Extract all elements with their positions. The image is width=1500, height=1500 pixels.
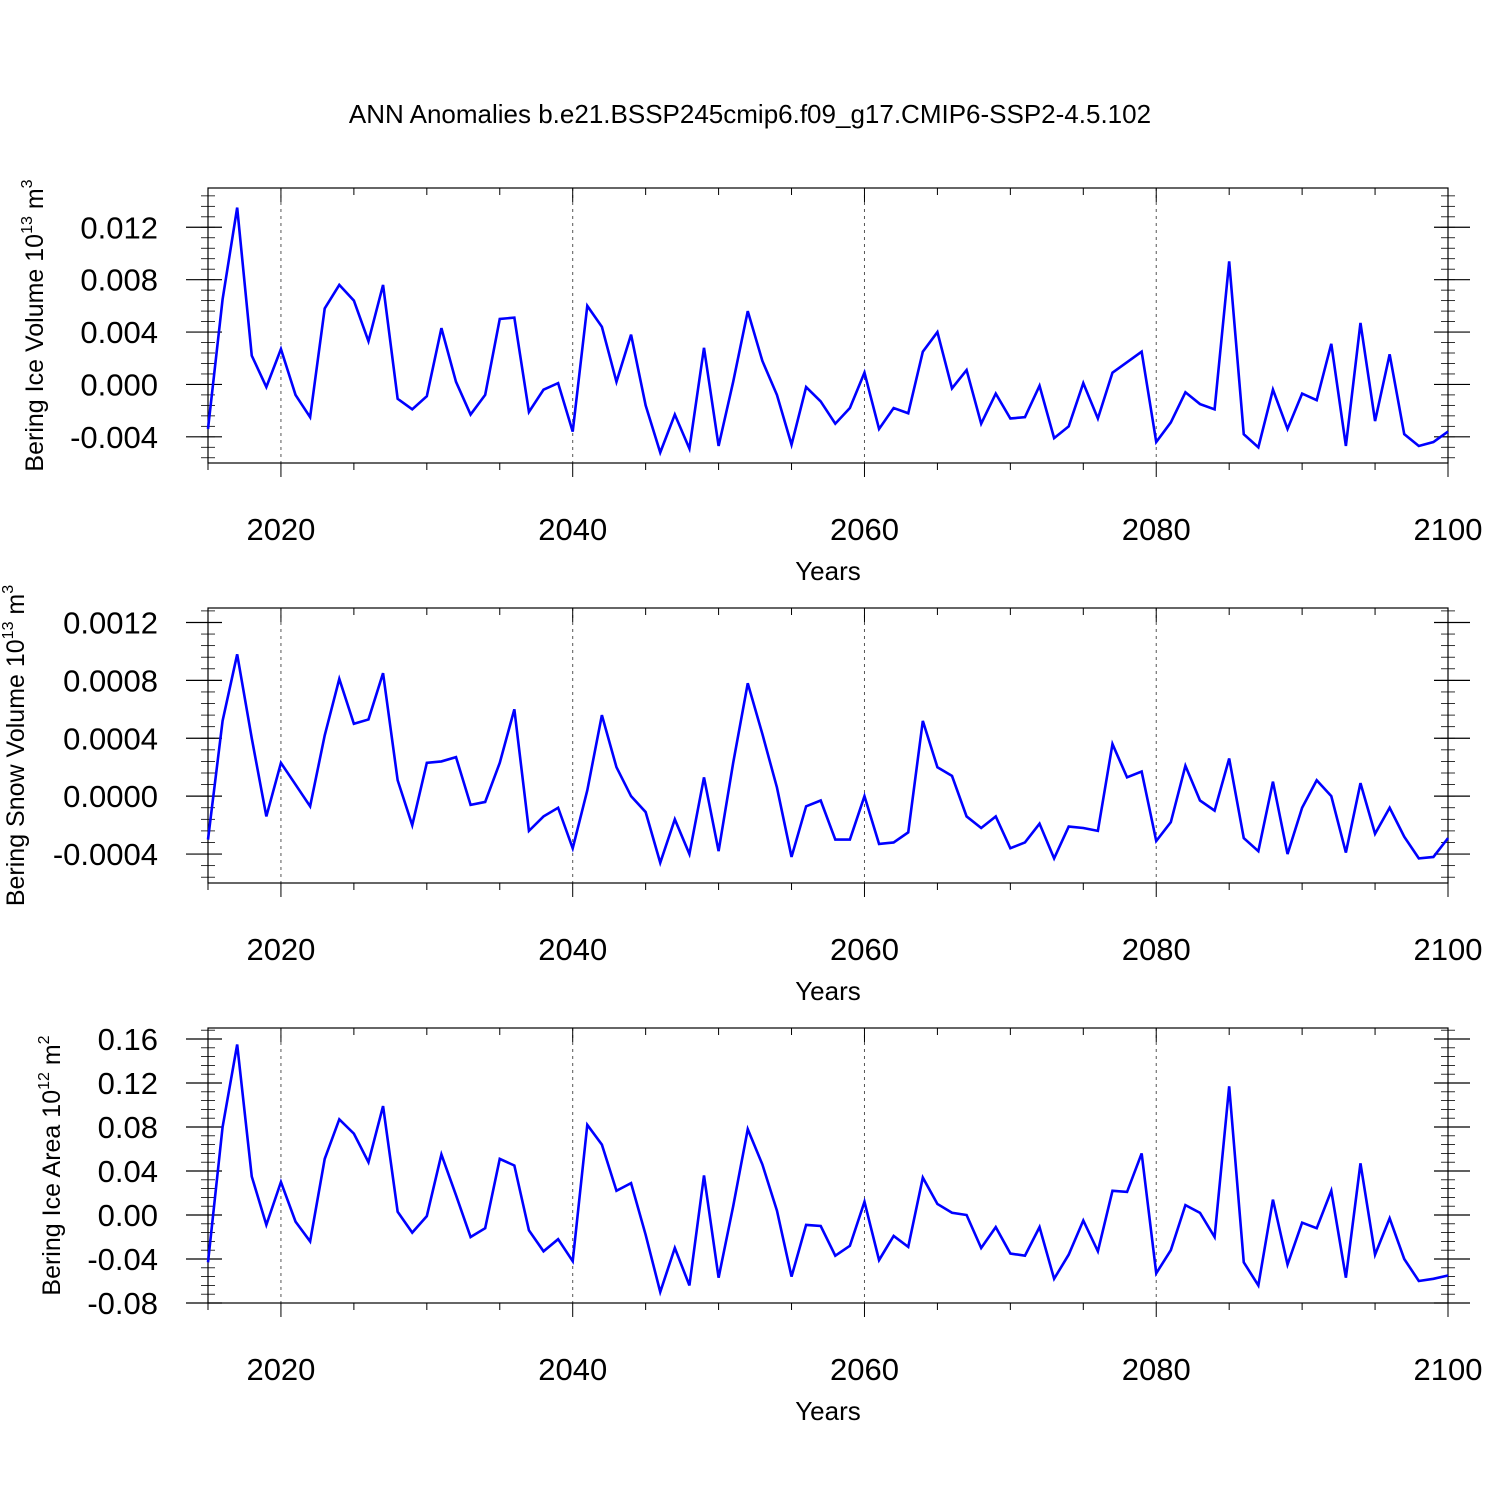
y-tick-label: 0.012 (80, 210, 158, 245)
y-axis-label: Bering Snow Volume 1013 m3 (0, 585, 30, 906)
series-line (206, 1044, 1449, 1297)
plot-frame (207, 1027, 1449, 1304)
y-tick-label: 0.12 (98, 1066, 158, 1101)
x-tick-label: 2060 (830, 512, 899, 547)
x-tick-label: 2020 (246, 512, 315, 547)
x-tick-label: 2040 (538, 1352, 607, 1387)
y-tick-label: 0.04 (98, 1154, 158, 1189)
series-line (206, 654, 1450, 868)
y-axis-label: Bering Ice Area 1012 m2 (36, 1035, 66, 1295)
x-tick-label: 2060 (830, 1352, 899, 1387)
x-tick-label: 2100 (1414, 932, 1483, 967)
y-axis-label-superscript: 13 (0, 621, 17, 639)
x-tick-label: 2020 (246, 1352, 315, 1387)
plot-frame (207, 607, 1449, 884)
x-tick-label: 2080 (1122, 512, 1191, 547)
y-axis-label-text: Bering Ice Volume 10 (21, 234, 49, 472)
y-axis-label-text: m (38, 1044, 66, 1072)
chart-panel-2: -0.0004 0.0000 0.0004 0.0008 0.0012 2020 2040 2… (0, 585, 1482, 1006)
y-tick-label: 0.0012 (63, 605, 158, 640)
y-axis-label-superscript: 2 (36, 1035, 53, 1044)
x-tick-label: 2080 (1122, 1352, 1191, 1387)
y-axis-label-text: m (21, 188, 49, 216)
y-axis-label-text: m (2, 594, 30, 622)
y-tick-label: 0.08 (98, 1110, 158, 1145)
y-tick-label: 0.0008 (63, 663, 158, 698)
series-line (206, 207, 1449, 457)
y-axis-label-superscript: 12 (36, 1072, 53, 1090)
x-axis-label: Years (795, 1396, 861, 1426)
y-axis-label-text: Bering Snow Volume 10 (2, 639, 30, 906)
x-axis-label: Years (795, 556, 861, 586)
x-tick-label: 2080 (1122, 932, 1191, 967)
x-tick-label: 2100 (1414, 512, 1483, 547)
y-tick-label: -0.0004 (53, 837, 158, 872)
y-tick-label: 0.004 (80, 315, 158, 350)
y-axis-label-superscript: 3 (0, 585, 17, 594)
x-tick-label: 2100 (1414, 1352, 1483, 1387)
y-axis-label-superscript: 3 (19, 179, 36, 188)
chart-title: ANN Anomalies b.e21.BSSP245cmip6.f09_g17… (349, 99, 1151, 129)
plot-frame (207, 187, 1449, 464)
x-tick-label: 2020 (246, 932, 315, 967)
y-tick-label: -0.08 (87, 1286, 158, 1321)
y-axis-label-superscript: 13 (19, 216, 36, 234)
y-tick-label: 0.0004 (63, 721, 158, 756)
y-tick-label: 0.0000 (63, 779, 158, 814)
y-tick-label: 0.00 (98, 1198, 158, 1233)
y-tick-label: -0.004 (70, 420, 158, 455)
chart-panel-1: -0.004 0.000 0.004 0.008 0.012 2020 2040 2060 20… (19, 179, 1482, 586)
x-axis-label: Years (795, 976, 861, 1006)
y-axis-label: Bering Ice Volume 1013 m3 (19, 179, 49, 471)
x-tick-label: 2040 (538, 932, 607, 967)
y-tick-label: 0.000 (80, 367, 158, 402)
y-axis-label-text: Bering Ice Area 10 (38, 1090, 66, 1296)
y-tick-label: -0.04 (87, 1242, 158, 1277)
x-tick-label: 2060 (830, 932, 899, 967)
y-tick-label: 0.16 (98, 1022, 158, 1057)
x-tick-label: 2040 (538, 512, 607, 547)
chart-panel-3: -0.08 -0.04 0.00 0.04 0.08 0.12 0.16 2020 2040 20… (36, 1022, 1482, 1426)
y-tick-label: 0.008 (80, 263, 158, 298)
